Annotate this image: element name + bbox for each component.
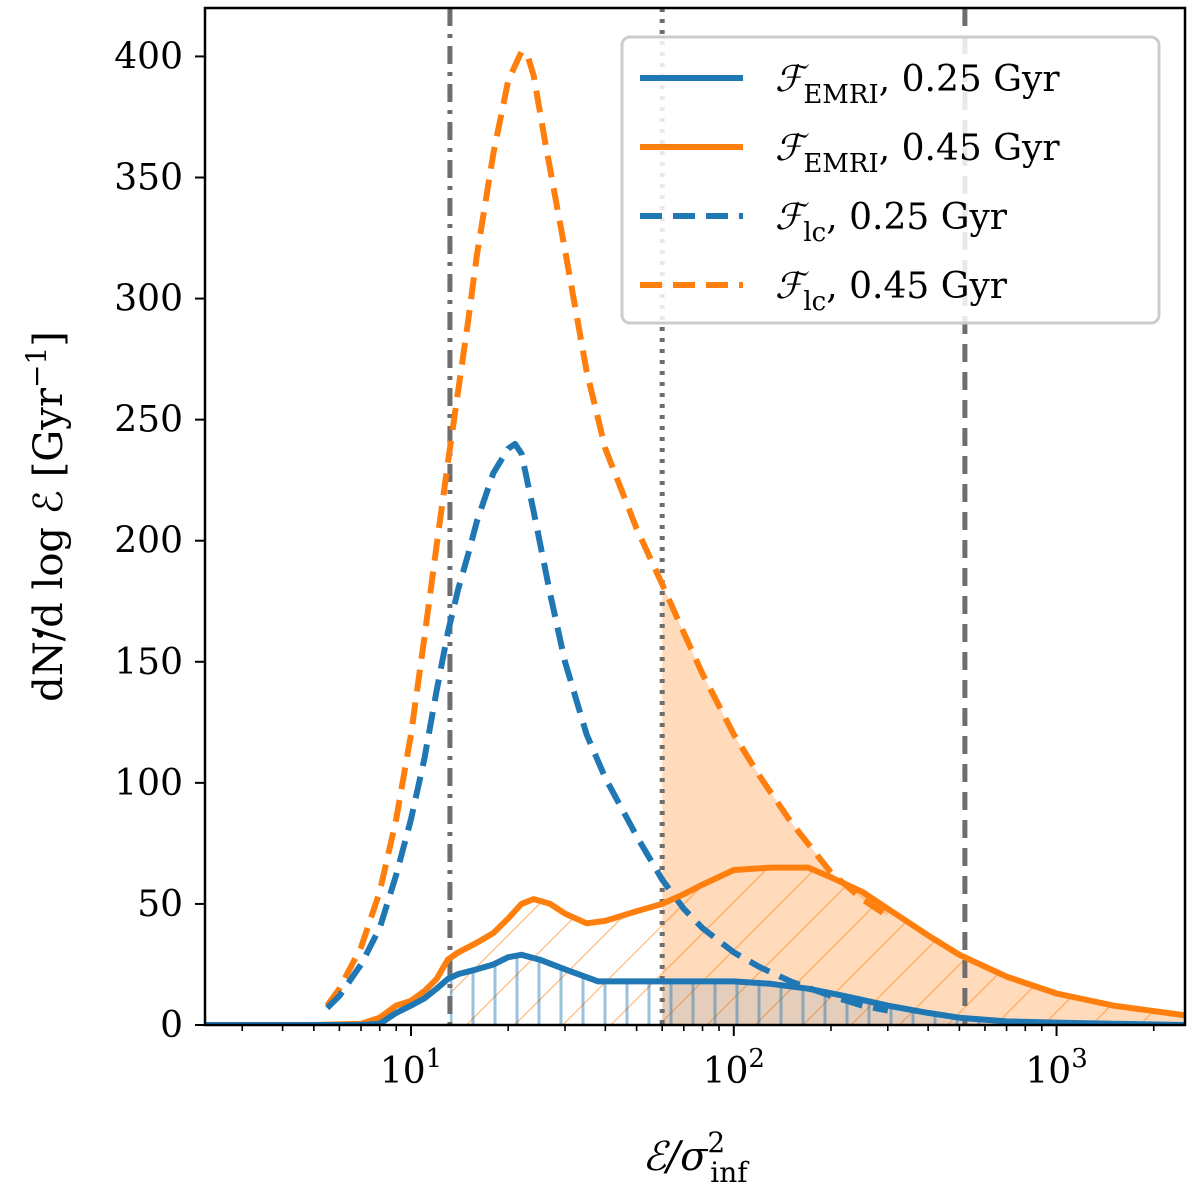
x-tick-exponent: 2	[748, 1044, 765, 1074]
y-axis-label-post: /d log ℰ [Gyr	[26, 387, 72, 641]
x-axis-label: ℰ/σ2 inf	[642, 1126, 750, 1189]
y-tick-label: 150	[114, 642, 183, 683]
emri-fill-025	[662, 981, 1185, 1025]
y-axis-label-ndot	[36, 631, 44, 638]
y-tick-label: 200	[114, 521, 183, 562]
legend-label-rest: , 0.45 Gyr	[826, 266, 1008, 307]
legend-box	[620, 35, 1161, 325]
y-tick-label: 100	[114, 763, 183, 804]
x-tick-base: 10	[1025, 1051, 1071, 1092]
axis-titles-layer: ℰ/σ2 inf dN/d log ℰ [Gyr−1]	[20, 331, 750, 1189]
legend-label-1: ℱEMRI, 0.25 Gyr	[775, 59, 1060, 110]
x-tick-label: 101	[380, 1044, 442, 1092]
x-tick-base: 10	[703, 1051, 749, 1092]
legend-label-sub: lc	[803, 218, 826, 248]
plot-frame	[203, 6, 1187, 1027]
legend-label-sub: EMRI	[803, 149, 878, 179]
x-axis-label-main: ℰ/σ	[642, 1134, 709, 1180]
y-axis-label-pre: dN	[26, 641, 72, 702]
series-line-3	[325, 440, 889, 1014]
x-tick-label: 102	[703, 1044, 765, 1092]
y-tick-label: 300	[114, 279, 183, 320]
y-axis-label: dN/d log ℰ [Gyr−1]	[20, 331, 72, 702]
y-tick-label: 50	[137, 884, 183, 925]
y-axis-label-close: ]	[26, 331, 72, 347]
x-tick-exponent: 1	[426, 1044, 443, 1074]
legend-label-rest: , 0.45 Gyr	[879, 128, 1061, 169]
x-tick-label: 103	[1025, 1044, 1087, 1092]
legend-label-rest: , 0.25 Gyr	[879, 59, 1061, 100]
series-lines-layer	[205, 48, 1185, 1025]
x-tick-exponent: 3	[1071, 1044, 1088, 1074]
y-tick-label: 250	[114, 400, 183, 441]
x-axis-label-sub: inf	[710, 1156, 750, 1189]
x-tick-base: 10	[380, 1051, 426, 1092]
legend-label-sub: lc	[803, 287, 826, 317]
legend-label-sub: EMRI	[803, 80, 878, 110]
y-axis-label-sup: −1	[20, 347, 53, 388]
series-line-4	[324, 48, 890, 1008]
y-tick-label: 350	[114, 158, 183, 199]
x-axis-label-sup: 2	[707, 1126, 725, 1159]
legend-label-rest: , 0.25 Gyr	[826, 197, 1008, 238]
fill-layer	[449, 584, 1185, 1025]
series-line-2	[205, 864, 1185, 1025]
y-tick-label: 400	[114, 36, 183, 77]
y-tick-label: 0	[160, 1005, 183, 1046]
emri-hatch-025	[449, 955, 1185, 1025]
series-line-1	[205, 951, 1185, 1025]
lc-excess-fill-045	[662, 584, 888, 916]
legend-label-4: ℱlc, 0.45 Gyr	[775, 266, 1008, 317]
